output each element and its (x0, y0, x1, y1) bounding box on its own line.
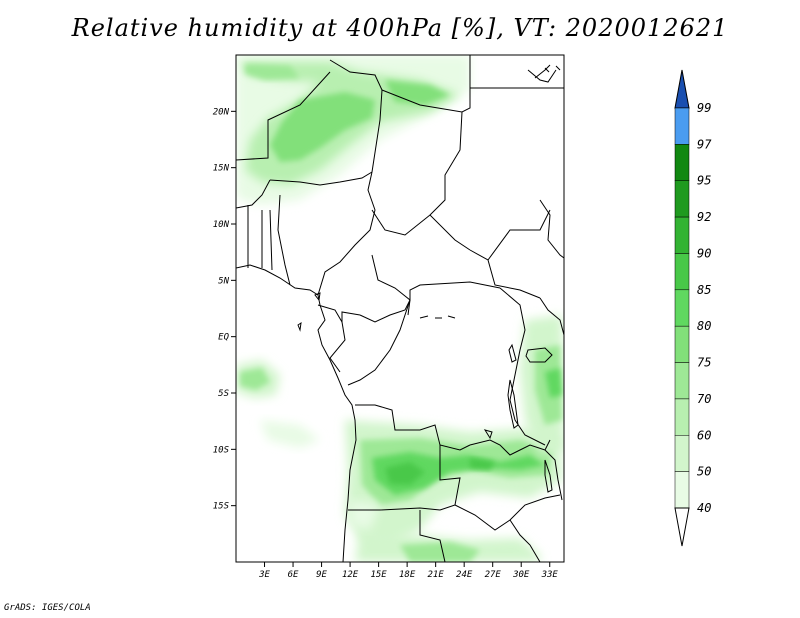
x-tick-label: 15E (370, 570, 387, 580)
x-tick-label: 21E (428, 570, 445, 580)
border-niger-east (329, 59, 383, 173)
colorbar-label: 70 (697, 392, 711, 406)
border-sudan-south (539, 199, 564, 259)
border-algeria-mali (236, 71, 331, 161)
lake-kivu (508, 343, 517, 363)
country-borders (236, 55, 564, 562)
colorbar-label: 97 (697, 137, 712, 151)
border-kenya-tanzania (539, 297, 564, 336)
border-nigeria-cameroon (317, 171, 376, 296)
y-tick-label: EQ (218, 333, 229, 343)
border-ghana-togo (247, 205, 273, 271)
map-title: Relative humidity at 400hPa [%], VT: 202… (71, 14, 729, 42)
y-tick-label: 5N (218, 276, 229, 286)
border-tanzania-moz (544, 449, 563, 501)
border-car-sudan (469, 249, 541, 299)
colorbar-segment (674, 144, 690, 181)
colorbar-label: 75 (697, 356, 711, 370)
sao-tome-island (297, 321, 302, 332)
border-angola-zambia (439, 445, 461, 511)
border-drc-uganda-lakes (499, 287, 546, 446)
y-tick-label: 10S (213, 445, 230, 455)
x-tick-label: 24E (456, 570, 473, 580)
coastline-west (236, 264, 357, 562)
x-tick-label: 6E (288, 570, 299, 580)
x-tick-label: 27E (485, 570, 502, 580)
colorbar-segment (674, 325, 690, 363)
colorbar-label: 95 (697, 174, 711, 188)
lake-mweru (483, 429, 493, 440)
plot-frame (235, 54, 565, 563)
colorbar-segment (674, 362, 690, 400)
colorbar-label: 99 (697, 101, 711, 115)
border-chad-sudan (429, 111, 463, 216)
y-tick-label: 20N (213, 107, 230, 117)
border-drc-zambia (469, 439, 551, 456)
colorbar-segment (674, 289, 690, 327)
colorbar-label: 92 (697, 210, 711, 224)
border-south-sudan-east (487, 209, 551, 261)
red-sea-islands (544, 65, 561, 73)
colorbar-segment (674, 471, 690, 509)
colorbar-upper-arrow (674, 69, 690, 109)
y-tick-label: 15S (213, 502, 230, 512)
border-namibia-botswana (419, 510, 446, 562)
border-niger-nigeria (269, 171, 373, 186)
border-mali-burkina (236, 179, 271, 209)
colorbar-label: 80 (697, 319, 711, 333)
border-angola-namibia (348, 507, 441, 511)
y-tick-label: 10N (213, 220, 230, 230)
lake-malawi (544, 459, 553, 493)
colorbar-segment (674, 398, 690, 436)
bioko-island (314, 292, 321, 302)
colorbar-label: 50 (697, 465, 711, 479)
border-drc-angola (355, 404, 471, 451)
x-tick-label: 30E (512, 570, 530, 580)
x-tick-label: 33E (541, 570, 559, 580)
y-tick-label: 5S (218, 389, 229, 399)
colorbar-segment (674, 107, 690, 145)
humid-region-angola (345, 420, 562, 545)
colorbar-segment (674, 253, 690, 291)
humid-region-north (236, 55, 470, 205)
lake-tanganyika (507, 379, 519, 429)
border-nigeria-benin (277, 194, 291, 286)
colorbar-segment (674, 180, 690, 218)
humid-region-gulf (236, 360, 320, 448)
red-sea-coast (534, 64, 551, 79)
humid-region-south (350, 500, 540, 562)
x-tick-label: 3E (258, 570, 270, 580)
y-tick-label: 15N (213, 164, 230, 174)
congo-river-marks (419, 315, 456, 319)
lake-victoria (525, 347, 553, 363)
y-axis: 20N 15N 10N 5N EQ 5S 10S 15S (213, 107, 236, 512)
x-axis: 3E 6E 9E 12E 15E 18E 21E 24E 27E 30E 33E (258, 562, 558, 580)
colorbar-label: 60 (697, 428, 711, 442)
colorbar-label: 90 (697, 246, 711, 260)
border-zim-moz (509, 519, 541, 562)
colorbar: 99 97 95 92 90 85 80 75 70 60 50 40 (674, 69, 712, 547)
border-eritrea-ethiopia (527, 69, 557, 83)
colorbar-lower-arrow (674, 507, 690, 547)
humidity-shading (236, 55, 564, 562)
x-tick-label: 18E (399, 570, 416, 580)
border-drc-car-river (347, 299, 411, 386)
x-tick-label: 9E (316, 570, 327, 580)
colorbar-segment (674, 435, 690, 472)
colorbar-label: 85 (697, 283, 711, 297)
x-tick-label: 12E (342, 570, 359, 580)
border-chad-car (371, 209, 471, 251)
footer-credit: GrADS: IGES/COLA (4, 603, 91, 613)
border-gabon-congo (329, 321, 346, 373)
colorbar-label: 40 (697, 501, 711, 515)
colorbar-segment (674, 216, 690, 254)
border-cameroon-car (371, 254, 411, 316)
